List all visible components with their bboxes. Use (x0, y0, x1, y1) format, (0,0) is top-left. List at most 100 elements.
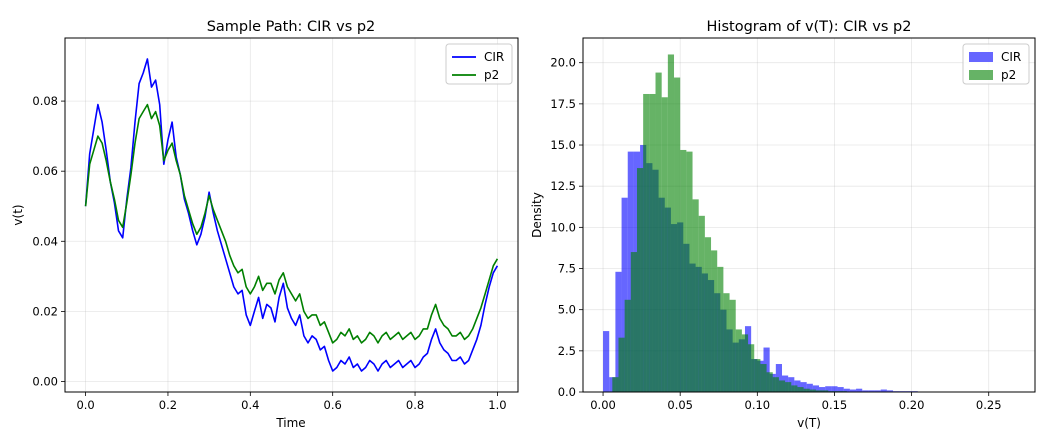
plot-area (84, 58, 499, 372)
y-axis-label: Density (530, 192, 544, 238)
y-tick-label: 2.5 (558, 344, 576, 358)
histogram-bar (880, 389, 887, 392)
histogram-bar (797, 387, 804, 392)
histogram-bar (849, 389, 857, 392)
histogram-bar (862, 390, 869, 392)
x-tick-label: 0.2 (159, 398, 177, 412)
legend-label-cir: CIR (1001, 50, 1021, 64)
legend-swatch-p2 (969, 70, 993, 80)
histogram-bar (785, 382, 792, 392)
y-tick-label: 20.0 (550, 56, 576, 70)
histogram-bar (661, 97, 668, 393)
chart-title: Histogram of v(T): CIR vs p2 (707, 19, 912, 35)
x-axis-label: Time (275, 416, 305, 430)
axes-frame (64, 37, 519, 393)
y-tick-label: 5.0 (558, 303, 576, 317)
histogram-bar (612, 377, 619, 392)
histogram-bar (812, 385, 820, 392)
plot-area (603, 54, 1011, 393)
y-tick-label: 0.04 (32, 234, 58, 248)
histogram-bar (618, 337, 625, 392)
x-tick-label: 0.00 (590, 398, 616, 412)
histogram-bar (723, 293, 730, 392)
legend-swatch-cir (969, 52, 993, 62)
histogram-bar (831, 386, 838, 392)
series-line-cir (84, 58, 499, 372)
histogram-bar (856, 388, 863, 392)
x-tick-label: 0.15 (822, 398, 848, 412)
x-axis-label: v(T) (797, 416, 821, 430)
y-tick-label: 17.5 (550, 97, 576, 111)
histogram-bar (729, 299, 736, 392)
x-tick-label: 1.0 (488, 398, 506, 412)
histogram-bar (649, 93, 656, 392)
histogram-bar (741, 334, 749, 392)
histogram-bar (772, 377, 779, 392)
legend: CIR p2 (445, 43, 513, 85)
axis-ticks: 0.00 0.05 0.10 0.15 0.20 0.25 0.0 2.5 5.0 7.5 10.0… (550, 56, 1001, 412)
y-tick-label: 0.00 (32, 374, 58, 388)
histogram-bar (621, 197, 628, 392)
sample-path-panel: Sample Path: CIR vs p2 0.0 0.2 0.4 0.6 0.8 1.… (11, 19, 519, 430)
legend-box (445, 43, 513, 85)
x-tick-label: 0.25 (976, 398, 1002, 412)
y-axis-label: v(t) (11, 204, 25, 225)
y-tick-label: 15.0 (550, 138, 576, 152)
histogram-bar (686, 151, 693, 392)
x-tick-label: 0.6 (324, 398, 342, 412)
grid-lines (65, 38, 518, 392)
histogram-bar (748, 344, 755, 392)
histogram-bar (843, 388, 850, 392)
histogram-bar (735, 329, 742, 392)
histogram-bar (803, 388, 810, 392)
histogram-bar (624, 299, 631, 392)
x-tick-label: 0.4 (241, 398, 259, 412)
histogram-bar (886, 390, 894, 392)
histogram-bar (652, 169, 659, 392)
histogram-bar (778, 380, 786, 392)
histogram-bar (837, 387, 844, 392)
histogram-bar (825, 386, 832, 392)
histogram-bar (615, 271, 622, 392)
histogram-bar (822, 390, 829, 392)
x-tick-label: 0.05 (667, 398, 693, 412)
y-tick-label: 10.0 (550, 220, 576, 234)
histogram-bar (766, 372, 773, 392)
histogram-bar (791, 385, 798, 392)
series-line-p2 (84, 103, 499, 344)
histogram-bar (760, 364, 767, 392)
histogram-bar (636, 168, 644, 392)
legend: CIR p2 (962, 43, 1030, 85)
x-tick-label: 0.8 (406, 398, 424, 412)
legend-label-p2: p2 (1001, 68, 1016, 82)
histogram-bar (819, 387, 826, 392)
histogram-bar (674, 77, 681, 393)
histogram-bar (643, 93, 650, 392)
histogram-bar (815, 390, 823, 392)
axis-ticks: 0.0 0.2 0.4 0.6 0.8 1.0 0.00 0.02 0.04 0.06 0.08 (32, 94, 506, 412)
histogram-bar (667, 54, 675, 392)
histogram-bar (809, 389, 816, 392)
series-bars-p2 (612, 54, 866, 393)
histogram-bar (680, 149, 687, 392)
legend-label-p2: p2 (484, 68, 499, 82)
histogram-bar (868, 390, 875, 392)
histogram-bar (704, 237, 712, 392)
axes-frame (582, 37, 1036, 393)
y-tick-label: 0.06 (32, 164, 58, 178)
y-tick-label: 0.0 (558, 385, 576, 399)
x-tick-label: 0.20 (899, 398, 925, 412)
histogram-bar (698, 215, 705, 392)
y-tick-label: 0.02 (32, 304, 58, 318)
y-tick-label: 7.5 (558, 262, 576, 276)
y-tick-label: 12.5 (550, 179, 576, 193)
x-tick-label: 0.10 (745, 398, 771, 412)
chart-title: Sample Path: CIR vs p2 (207, 19, 376, 35)
y-tick-label: 0.08 (32, 94, 58, 108)
histogram-bar (630, 252, 637, 392)
histogram-bar (754, 359, 761, 392)
histogram-bar (751, 359, 758, 392)
histogram-bar (603, 331, 610, 392)
